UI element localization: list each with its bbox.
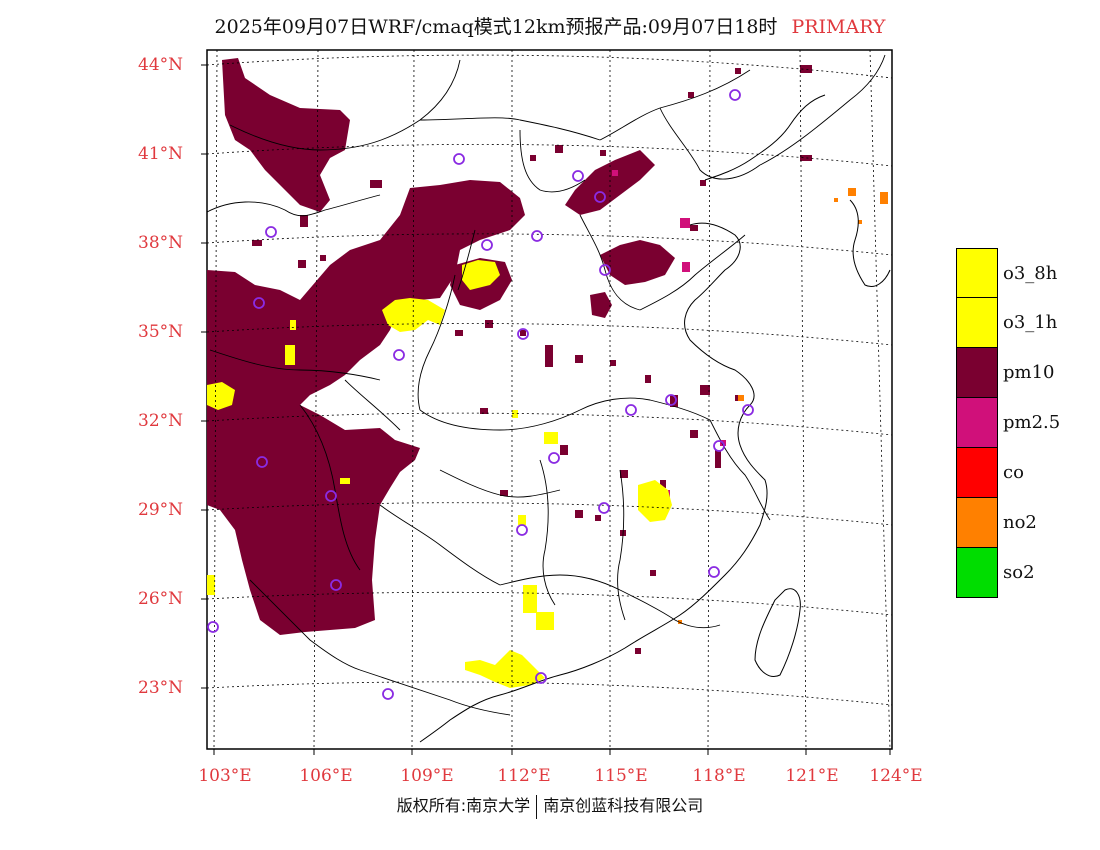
map-title: 2025年09月07日WRF/cmaq模式12km预报产品:09月07日18时 P…	[0, 12, 1100, 39]
station-markers	[207, 89, 754, 700]
korea-outline	[849, 199, 891, 287]
station-marker	[517, 328, 529, 340]
station-marker	[382, 688, 394, 700]
station-marker	[625, 404, 637, 416]
footer-separator	[536, 794, 538, 819]
station-marker	[742, 404, 754, 416]
o3-patch-henan	[512, 410, 518, 418]
copyright-company: 南京创蓝科技有限公司	[543, 796, 704, 815]
o3-patch-guangxi-2	[536, 612, 554, 630]
lat-label-23: 23°N	[138, 678, 184, 698]
o3-patch-gansu	[290, 320, 296, 330]
pm10-region-northwest	[222, 58, 350, 212]
o3-region-jiangxi	[638, 480, 672, 522]
taiwan-outline	[754, 588, 801, 677]
o3-patch-guangxi-1	[523, 585, 537, 613]
lat-label-35: 35°N	[138, 322, 184, 342]
o3-regions	[207, 260, 672, 688]
lat-label-38: 38°N	[138, 233, 184, 253]
legend-label: o3_8h	[1003, 263, 1058, 284]
station-marker	[531, 230, 543, 242]
o3-patch-sichuan	[285, 345, 295, 365]
station-marker	[393, 349, 405, 361]
o3-region-west-edge	[207, 382, 235, 410]
station-marker	[453, 153, 465, 165]
station-marker	[330, 579, 342, 591]
lat-label-44: 44°N	[138, 55, 184, 75]
lat-label-29: 29°N	[138, 500, 184, 520]
lon-label-124: 124°E	[869, 766, 923, 786]
legend-label: so2	[1003, 562, 1035, 583]
station-marker	[207, 621, 219, 633]
lat-label-32: 32°N	[138, 411, 184, 431]
pm10-region-west-main	[207, 180, 525, 635]
legend-item-co: co	[956, 448, 1024, 498]
o3-patch-yunnan	[207, 575, 215, 595]
copyright-owner: 版权所有:南京大学	[396, 796, 531, 815]
lon-label-109: 109°E	[400, 766, 454, 786]
o3-patch-chongqing	[340, 478, 350, 484]
lon-label-115: 115°E	[594, 766, 648, 786]
station-marker	[572, 170, 584, 182]
pm10-region-hebei-south	[600, 240, 675, 285]
legend-item-so2: so2	[956, 548, 1035, 598]
legend-item-o3-8h: o3_8h	[956, 248, 1057, 298]
station-marker	[548, 452, 560, 464]
legend-label: pm10	[1003, 362, 1055, 383]
station-marker	[665, 394, 677, 406]
legend-item-pm10: pm10	[956, 348, 1055, 398]
legend-item-pm25: pm2.5	[956, 398, 1060, 448]
legend-item-no2: no2	[956, 498, 1037, 548]
lon-label-103: 103°E	[198, 766, 252, 786]
station-marker	[516, 524, 528, 536]
title-main: 2025年09月07日WRF/cmaq模式12km预报产品:09月07日18时	[214, 16, 778, 38]
graticule	[206, 49, 893, 750]
province-boundaries	[206, 54, 886, 716]
pm10-region-north-china	[565, 150, 655, 215]
station-marker	[599, 264, 611, 276]
legend: o3_8h o3_1h pm10 pm2.5 co no2 so2	[956, 248, 1060, 598]
legend-label: co	[1003, 462, 1024, 483]
lon-label-118: 118°E	[692, 766, 746, 786]
station-marker	[713, 440, 725, 452]
lat-label-26: 26°N	[138, 589, 184, 609]
legend-label: no2	[1003, 512, 1037, 533]
o3-patch-hubei	[544, 432, 558, 444]
axis-ticks	[201, 64, 891, 755]
station-marker	[535, 672, 547, 684]
o3-patch-hunan	[518, 515, 526, 525]
legend-item-o3-1h: o3_1h	[956, 298, 1057, 348]
o3-region-guangdong	[465, 650, 545, 688]
pm10-region-shandong-west	[590, 292, 612, 318]
copyright-footer: 版权所有:南京大学 南京创蓝科技有限公司	[0, 792, 1100, 819]
lon-label-112: 112°E	[497, 766, 551, 786]
station-marker	[265, 226, 277, 238]
lat-label-41: 41°N	[138, 144, 184, 164]
lon-label-106: 106°E	[299, 766, 353, 786]
station-marker	[481, 239, 493, 251]
title-tag: PRIMARY	[791, 16, 886, 38]
station-marker	[729, 89, 741, 101]
station-marker	[594, 191, 606, 203]
lon-label-121: 121°E	[785, 766, 839, 786]
legend-label: o3_1h	[1003, 312, 1058, 333]
station-marker	[325, 490, 337, 502]
station-marker	[598, 502, 610, 514]
legend-label: pm2.5	[1003, 412, 1061, 433]
station-marker	[253, 297, 265, 309]
o3-region-shanxi	[462, 260, 500, 290]
station-marker	[708, 566, 720, 578]
station-marker	[256, 456, 268, 468]
